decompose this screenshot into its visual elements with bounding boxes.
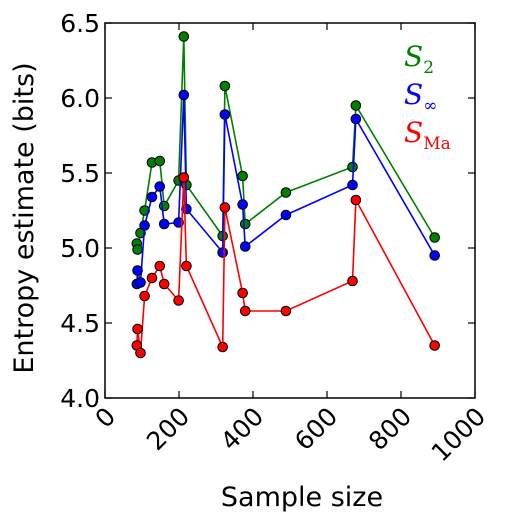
data-point <box>135 347 146 359</box>
legend-entry: S∞ <box>404 78 437 116</box>
x-tick-label: 1000 <box>426 402 491 467</box>
data-point <box>132 323 143 335</box>
data-point <box>350 194 362 206</box>
data-point <box>146 272 158 284</box>
legend-entry-subscript: Ma <box>423 134 451 154</box>
data-point <box>280 305 292 317</box>
legend-entry: SMa <box>404 116 451 154</box>
data-point <box>178 172 190 183</box>
data-point <box>154 155 166 167</box>
data-point <box>154 260 166 272</box>
y-tick-label: 6.0 <box>60 84 100 113</box>
x-tick-label: 400 <box>215 402 269 456</box>
y-tick-label: 5.5 <box>60 159 100 188</box>
y-tick-label: 4.5 <box>60 309 100 338</box>
data-point <box>139 290 150 302</box>
data-point <box>347 179 358 191</box>
x-tick-label: 200 <box>141 402 195 456</box>
series-line <box>136 94 436 285</box>
legend-entry-name: S <box>404 116 423 149</box>
y-tick-label: 6.5 <box>60 9 100 38</box>
axes-frame <box>104 22 476 399</box>
data-point <box>158 200 170 212</box>
series-1 <box>131 89 440 290</box>
data-point <box>132 265 143 276</box>
y-tick-label: 4.0 <box>60 384 100 413</box>
series-layer <box>131 31 440 359</box>
data-point <box>219 109 231 120</box>
data-point <box>178 31 190 42</box>
data-point <box>219 202 231 213</box>
legend-entry: S2 <box>404 40 434 78</box>
x-tick-label: 800 <box>363 402 417 456</box>
series-line <box>136 177 436 354</box>
data-point <box>135 277 146 288</box>
y-axis-label: Entropy estimate (bits) <box>9 62 40 373</box>
data-point <box>237 199 248 210</box>
data-point <box>217 247 228 258</box>
data-point <box>429 232 440 243</box>
data-point <box>217 341 228 353</box>
series-2 <box>131 172 440 359</box>
plot-border <box>104 22 476 399</box>
data-point <box>280 209 292 221</box>
data-point <box>219 80 231 92</box>
legend: S2S∞SMa <box>404 40 451 154</box>
legend-entry-subscript: ∞ <box>423 96 437 116</box>
y-tick-label: 5.0 <box>60 234 100 263</box>
data-point <box>132 244 143 255</box>
data-point <box>146 191 158 203</box>
data-point <box>173 295 184 306</box>
data-point <box>239 241 251 252</box>
legend-entry-name: S <box>404 40 423 73</box>
data-point <box>429 250 440 261</box>
legend-entry-subscript: 2 <box>423 58 434 78</box>
data-point <box>158 278 170 290</box>
data-point <box>239 305 251 317</box>
data-point <box>154 181 166 192</box>
data-point <box>139 205 150 216</box>
data-point <box>350 113 362 125</box>
data-point <box>237 287 248 299</box>
data-point <box>237 170 248 182</box>
data-point <box>139 220 150 231</box>
data-point <box>158 218 170 230</box>
data-point <box>347 275 358 287</box>
data-point <box>239 218 251 230</box>
data-point <box>178 89 190 101</box>
data-point <box>429 340 440 351</box>
legend-entry-name: S <box>404 78 423 111</box>
data-point <box>350 100 362 111</box>
x-axis-label: Sample size <box>221 482 383 512</box>
data-point <box>280 187 292 198</box>
x-tick-label: 600 <box>289 402 343 456</box>
data-point <box>181 260 192 272</box>
